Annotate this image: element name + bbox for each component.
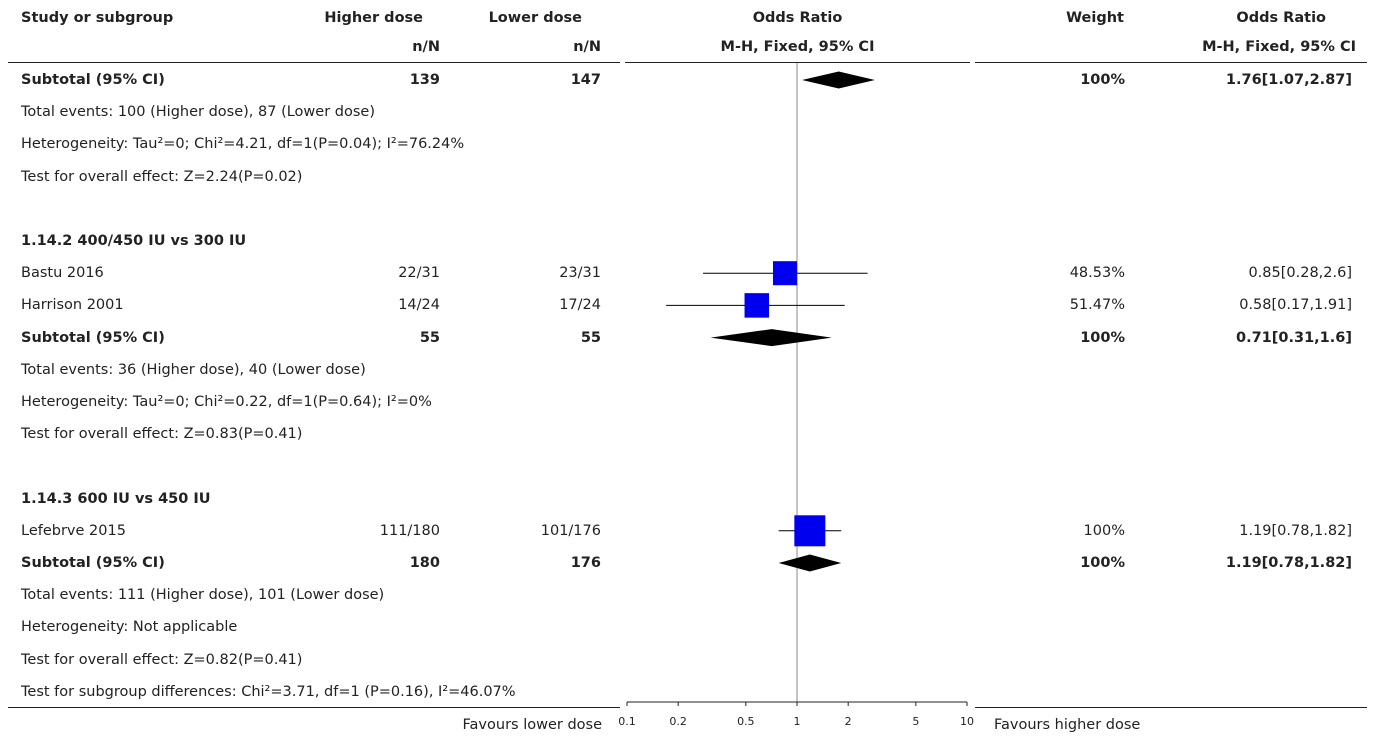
x-axis-tick-label: 0.2 xyxy=(669,715,687,728)
pooled-estimate-diamond xyxy=(801,71,875,89)
header-lower-nN: n/N xyxy=(573,39,601,55)
ci-value: 1.76[1.07,2.87] xyxy=(1225,72,1352,88)
lower-dose-value: 23/31 xyxy=(559,265,601,281)
note-label: Heterogeneity: Not applicable xyxy=(21,619,238,635)
header-odds-ratio-2: Odds Ratio xyxy=(1236,10,1326,26)
note-label: Heterogeneity: Tau²=0; Chi²=0.22, df=1(P… xyxy=(21,394,432,410)
weight-value: 100% xyxy=(1083,523,1125,539)
lower-dose-value: 101/176 xyxy=(540,523,601,539)
header-higher-nN: n/N xyxy=(412,39,440,55)
ci-value: 1.19[0.78,1.82] xyxy=(1239,523,1352,539)
study-label: Harrison 2001 xyxy=(21,297,124,313)
pooled-estimate-diamond xyxy=(710,329,832,347)
higher-dose-value: 14/24 xyxy=(398,297,440,313)
note-label: Heterogeneity: Tau²=0; Chi²=4.21, df=1(P… xyxy=(21,136,465,152)
subtotal-label: Subtotal (95% CI) xyxy=(21,330,165,346)
study-point-marker xyxy=(772,261,798,286)
favours-lower-label: Favours lower dose xyxy=(462,717,602,733)
note-label: Test for overall effect: Z=0.83(P=0.41) xyxy=(21,426,303,442)
subtotal-label: Subtotal (95% CI) xyxy=(21,555,165,571)
note-label: Total events: 36 (Higher dose), 40 (Lowe… xyxy=(21,362,366,378)
x-axis-tick-label: 5 xyxy=(912,715,919,728)
weight-value: 51.47% xyxy=(1069,297,1125,313)
note-label: Total events: 100 (Higher dose), 87 (Low… xyxy=(21,104,375,120)
bottom-rule-right xyxy=(975,707,1367,708)
ci-value: 0.85[0.28,2.6] xyxy=(1248,265,1352,281)
favours-higher-label: Favours higher dose xyxy=(994,717,1141,733)
header-odds-ratio-2-method: M-H, Fixed, 95% CI xyxy=(1202,39,1356,55)
x-axis-tick-label: 10 xyxy=(960,715,974,728)
study-point-marker xyxy=(794,515,826,547)
header-weight: Weight xyxy=(1066,10,1124,26)
weight-value: 100% xyxy=(1080,555,1125,571)
header-rule-right xyxy=(975,62,1367,63)
study-point-marker xyxy=(744,293,770,318)
weight-value: 100% xyxy=(1080,330,1125,346)
study-label: Lefebrve 2015 xyxy=(21,523,126,539)
x-axis-tick-label: 1 xyxy=(794,715,801,728)
header-higher-dose: Higher dose xyxy=(324,10,423,26)
header-rule-left xyxy=(8,62,620,63)
x-axis-tick-label: 0.5 xyxy=(737,715,755,728)
x-axis-tick-label: 2 xyxy=(845,715,852,728)
bottom-rule-left xyxy=(8,707,620,708)
pooled-estimate-diamond xyxy=(778,554,842,572)
heading-label: 1.14.3 600 IU vs 450 IU xyxy=(21,491,211,507)
heading-label: 1.14.2 400/450 IU vs 300 IU xyxy=(21,233,247,249)
lower-dose-value: 176 xyxy=(570,555,601,571)
header-odds-ratio: Odds Ratio xyxy=(752,10,843,26)
note-label: Test for overall effect: Z=0.82(P=0.41) xyxy=(21,652,303,668)
ci-value: 0.58[0.17,1.91] xyxy=(1239,297,1352,313)
lower-dose-value: 147 xyxy=(570,72,601,88)
study-label: Bastu 2016 xyxy=(21,265,104,281)
lower-dose-value: 55 xyxy=(580,330,601,346)
note-label: Total events: 111 (Higher dose), 101 (Lo… xyxy=(21,587,385,603)
header-lower-dose: Lower dose xyxy=(488,10,582,26)
weight-value: 48.53% xyxy=(1069,265,1125,281)
higher-dose-value: 22/31 xyxy=(398,265,440,281)
subtotal-label: Subtotal (95% CI) xyxy=(21,72,165,88)
note-label: Test for subgroup differences: Chi²=3.71… xyxy=(21,684,516,700)
higher-dose-value: 180 xyxy=(409,555,440,571)
higher-dose-value: 111/180 xyxy=(379,523,440,539)
x-axis-tick-label: 0.1 xyxy=(618,715,636,728)
header-rule-plot xyxy=(625,62,970,63)
header-odds-ratio-method: M-H, Fixed, 95% CI xyxy=(720,39,875,55)
higher-dose-value: 139 xyxy=(409,72,440,88)
weight-value: 100% xyxy=(1080,72,1125,88)
note-label: Test for overall effect: Z=2.24(P=0.02) xyxy=(21,169,303,185)
lower-dose-value: 17/24 xyxy=(559,297,601,313)
ci-value: 0.71[0.31,1.6] xyxy=(1236,330,1352,346)
ci-value: 1.19[0.78,1.82] xyxy=(1225,555,1352,571)
header-study: Study or subgroup xyxy=(21,10,174,26)
higher-dose-value: 55 xyxy=(419,330,440,346)
